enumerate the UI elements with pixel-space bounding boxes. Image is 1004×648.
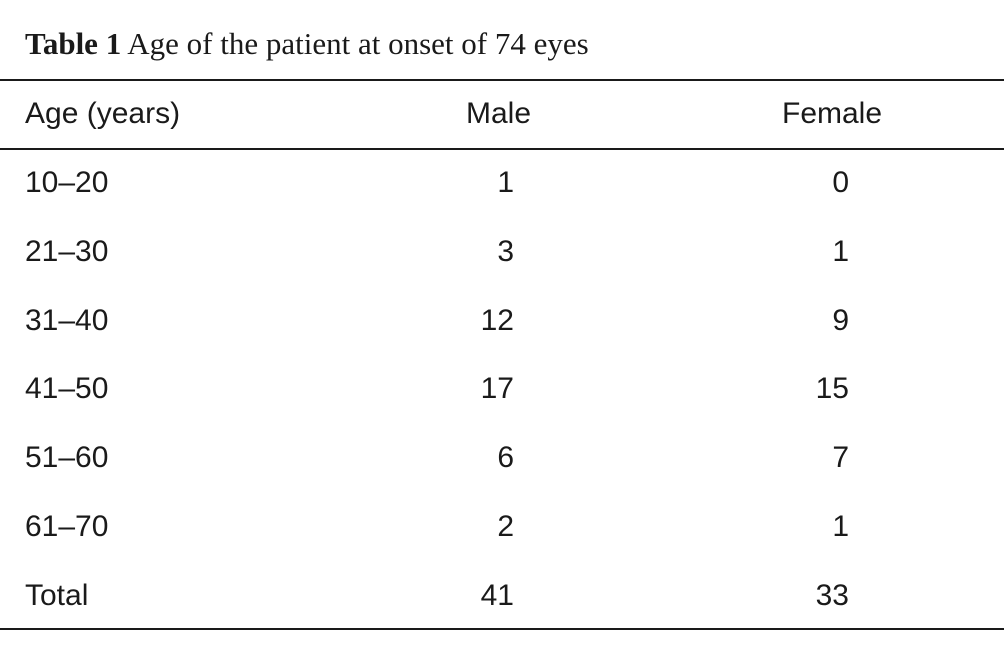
- table-header-row: Age (years) Male Female: [0, 92, 1004, 136]
- cell-male: 1: [497, 166, 514, 199]
- header-female: Female: [782, 97, 883, 130]
- cell-total-male: 41: [480, 579, 514, 612]
- cell-age: 31–40: [25, 304, 109, 337]
- table-row: 51–60 6 7: [0, 436, 1004, 480]
- cell-male: 2: [497, 510, 514, 543]
- cell-total-label: Total: [25, 579, 89, 612]
- cell-total-female: 33: [815, 579, 849, 612]
- table-row: 21–30 3 1: [0, 230, 1004, 274]
- cell-male: 3: [497, 235, 514, 268]
- cell-age: 61–70: [25, 510, 109, 543]
- cell-female: 9: [832, 304, 849, 337]
- table-total-row: Total 41 33: [0, 574, 1004, 618]
- cell-age: 10–20: [25, 166, 109, 199]
- cell-male: 12: [480, 304, 514, 337]
- cell-age: 21–30: [25, 235, 109, 268]
- table-row: 10–20 1 0: [0, 161, 1004, 205]
- table-row: 41–50 17 15: [0, 367, 1004, 411]
- table-bottom-rule: [0, 628, 1004, 630]
- table-row: 31–40 12 9: [0, 299, 1004, 343]
- header-age: Age (years): [25, 97, 181, 130]
- cell-female: 7: [832, 441, 849, 474]
- table-caption-label: Table 1: [25, 26, 122, 61]
- cell-female: 0: [832, 166, 849, 199]
- cell-male: 17: [480, 372, 514, 405]
- cell-female: 1: [832, 235, 849, 268]
- table-caption-text: Age of the patient at onset of 74 eyes: [127, 26, 589, 61]
- cell-age: 41–50: [25, 372, 109, 405]
- table-caption: Table 1 Age of the patient at onset of 7…: [25, 22, 589, 66]
- header-male: Male: [466, 97, 532, 130]
- table-top-rule: [0, 79, 1004, 81]
- cell-male: 6: [497, 441, 514, 474]
- table-header-rule: [0, 148, 1004, 150]
- cell-female: 1: [832, 510, 849, 543]
- table-row: 61–70 2 1: [0, 505, 1004, 549]
- cell-female: 15: [815, 372, 849, 405]
- cell-age: 51–60: [25, 441, 109, 474]
